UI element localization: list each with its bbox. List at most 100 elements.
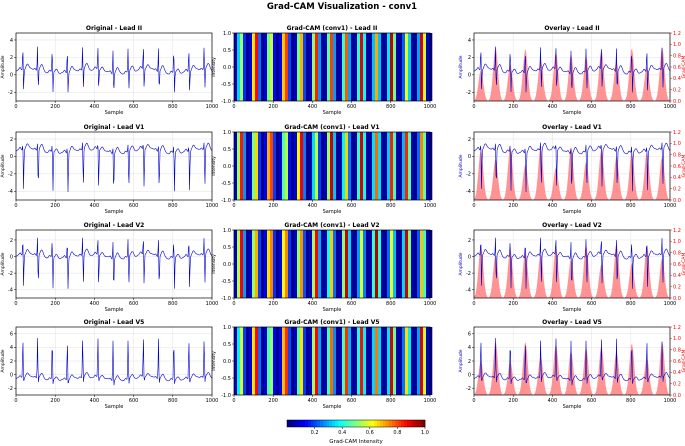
heatmap-strip <box>252 33 256 101</box>
x-tick-label: 800 <box>168 203 178 209</box>
y-tick-label: 0.5 <box>223 48 231 54</box>
y-right-tick-label: 1.2 <box>673 130 681 136</box>
x-tick-label: 800 <box>168 301 178 307</box>
y-right-tick-label: 0.4 <box>673 370 681 376</box>
y-axis-label: Intensity <box>211 156 217 176</box>
colorbar-segment <box>323 420 327 427</box>
x-axis-label: Sample <box>563 307 582 313</box>
colorbar-tick-label: 0.8 <box>393 430 401 436</box>
heatmap-strip <box>411 132 415 200</box>
heatmap-strip <box>414 327 418 395</box>
heatmap-strip <box>330 327 334 395</box>
x-tick-label: 400 <box>90 301 100 307</box>
heatmap-strip <box>372 33 376 101</box>
y-tick-label: -2 <box>8 271 13 277</box>
heatmap-strip <box>375 327 379 395</box>
x-tick-label: 200 <box>268 104 278 110</box>
y-right-tick-label: 0.8 <box>673 53 681 59</box>
heatmap-strip <box>279 230 283 298</box>
heatmap-strip <box>351 132 355 200</box>
heatmap-strip <box>399 33 403 101</box>
heatmap-strip <box>261 327 265 395</box>
heatmap-strip <box>411 327 415 395</box>
y-tick-label: 2 <box>468 359 471 365</box>
colorbar-segment <box>377 420 381 427</box>
y-tick-label: 0.5 <box>223 147 231 153</box>
heatmap-strip <box>264 33 268 101</box>
y-tick-label: -0.5 <box>221 376 231 382</box>
heatmap-strip <box>255 132 259 200</box>
heatmap-strip <box>351 327 355 395</box>
heatmap-strip <box>327 33 331 101</box>
heatmap-strip <box>348 230 352 298</box>
y-right-tick-label: 0.2 <box>673 381 681 387</box>
x-tick-label: 600 <box>587 203 597 209</box>
x-tick-label: 200 <box>508 398 518 404</box>
heatmap-strip <box>273 33 277 101</box>
x-axis-label: Sample <box>563 110 582 116</box>
heatmap-strip <box>333 33 337 101</box>
heatmap-strip <box>261 132 265 200</box>
x-tick-label: 600 <box>347 398 357 404</box>
x-tick-label: 600 <box>347 301 357 307</box>
x-tick-label: 1000 <box>206 104 219 110</box>
heatmap-strip <box>342 33 346 101</box>
heatmap-strip <box>405 327 409 395</box>
heatmap-strip <box>327 327 331 395</box>
panel-gradcam-v5: Grad-CAM (conv1) - Lead V5 0 200 400 600 800 1… <box>211 319 436 410</box>
colorbar-label: Grad-CAM Intensity <box>329 439 383 445</box>
heatmap-strip <box>267 230 271 298</box>
x-tick-label: 400 <box>548 301 558 307</box>
x-tick-label: 0 <box>472 301 475 307</box>
x-tick-label: 1000 <box>206 203 219 209</box>
heatmap-strip <box>255 230 259 298</box>
y-right-tick-label: 1.0 <box>673 42 681 48</box>
heatmap-strip <box>330 132 334 200</box>
y-tick-label: 2 <box>468 55 471 61</box>
x-tick-label: 0 <box>14 104 17 110</box>
panel-title: Overlay - Lead V2 <box>542 222 602 229</box>
heatmap-strip <box>390 230 394 298</box>
ecg-series-line <box>473 338 671 386</box>
y-tick-label: -4 <box>466 288 471 294</box>
heatmap-strip <box>297 327 301 395</box>
heatmap-strip <box>381 230 385 298</box>
heatmap-strip <box>369 230 373 298</box>
heatmap-strip <box>336 33 340 101</box>
ecg-series-line <box>15 237 213 289</box>
panel-overlay-v2: Overlay - Lead V2 0 200 400 600 800 1000 Sample… <box>458 222 685 313</box>
heatmap-strip <box>336 230 340 298</box>
heatmap-strip <box>285 33 289 101</box>
y-right-tick-label: 0.0 <box>673 296 681 302</box>
colorbar: Grad-CAM Intensity 0.2 0.4 0.6 0.8 1.0 <box>286 419 429 445</box>
panel-gradcam-v2: Grad-CAM (conv1) - Lead V2 0 200 400 600 800 1… <box>211 222 436 313</box>
colorbar-segment <box>404 420 408 427</box>
panel-title: Overlay - Lead V1 <box>542 124 602 131</box>
x-tick-label: 200 <box>268 398 278 404</box>
heatmap-strip <box>423 132 427 200</box>
y-tick-label: -0.5 <box>221 181 231 187</box>
y-axis-label: Intensity <box>211 57 217 77</box>
heatmap-strip <box>264 132 268 200</box>
plot-area <box>16 33 212 101</box>
heatmap-strip <box>246 132 250 200</box>
heatmap-strip <box>342 230 346 298</box>
heatmap-strip <box>411 33 415 101</box>
heatmap-strip <box>288 327 292 395</box>
y-right-tick-label: 0.6 <box>673 359 681 365</box>
heatmap-strip <box>348 132 352 200</box>
heatmap-strip <box>243 33 247 101</box>
y-right-tick-label: 0.6 <box>673 164 681 170</box>
heatmap-strip <box>234 33 238 101</box>
heatmap-strip <box>330 33 334 101</box>
heatmap-strip <box>402 230 406 298</box>
heatmap-strip <box>285 327 289 395</box>
x-tick-label: 1000 <box>424 301 437 307</box>
y-tick-label: 0 <box>10 154 13 160</box>
y-right-tick-label: 0.4 <box>673 76 681 82</box>
x-axis-label: Sample <box>323 110 342 116</box>
y-tick-label: 0.0 <box>223 262 231 268</box>
y-right-axis-label: Grad-CAM <box>681 350 685 373</box>
heatmap-strip <box>372 132 376 200</box>
panel-original-v2: Original - Lead V2 0 200 400 600 800 1000 Sampl… <box>0 222 218 313</box>
